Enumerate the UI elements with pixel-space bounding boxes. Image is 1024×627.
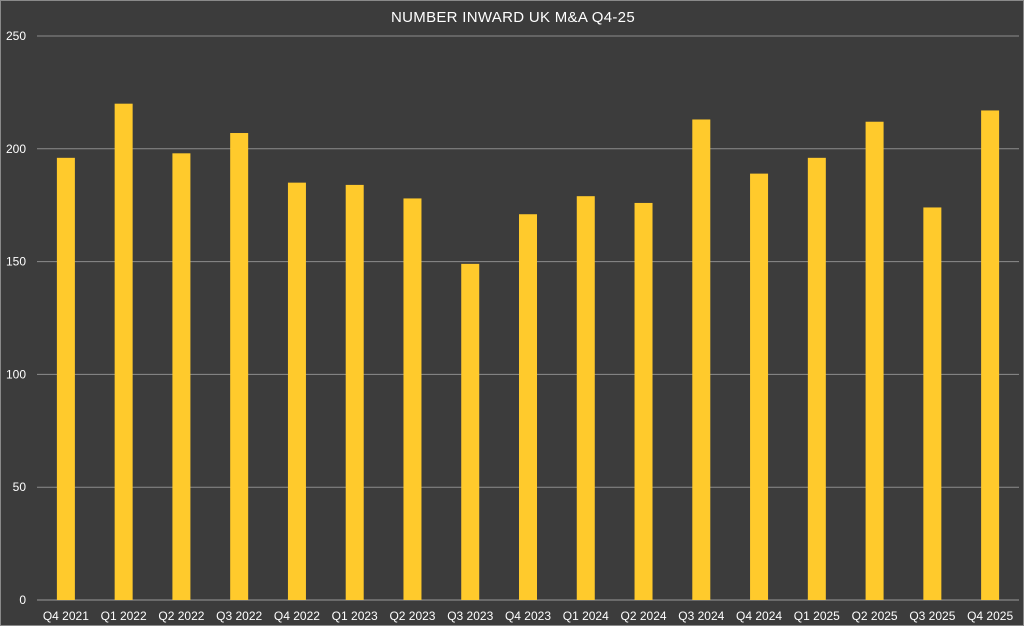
bar — [634, 202, 653, 600]
y-tick-label: 150 — [6, 255, 26, 269]
bar — [576, 196, 595, 600]
bars — [56, 103, 1000, 601]
x-tick-label: Q4 2025 — [967, 609, 1013, 623]
bar — [403, 198, 422, 600]
x-tick-label: Q1 2025 — [794, 609, 840, 623]
x-tick-label: Q1 2023 — [332, 609, 378, 623]
bar — [287, 182, 306, 600]
bar — [807, 157, 826, 600]
y-tick-label: 50 — [13, 480, 27, 494]
x-tick-label: Q2 2022 — [158, 609, 204, 623]
x-tick-label: Q3 2024 — [678, 609, 724, 623]
y-tick-label: 100 — [6, 367, 26, 381]
bar — [923, 207, 942, 600]
x-tick-label: Q1 2024 — [563, 609, 609, 623]
x-tick-label: Q1 2022 — [101, 609, 147, 623]
bar — [56, 157, 75, 600]
y-tick-label: 200 — [6, 142, 26, 156]
x-tick-label: Q3 2023 — [447, 609, 493, 623]
x-tick-label: Q4 2023 — [505, 609, 551, 623]
bar — [230, 133, 249, 600]
bar — [172, 153, 191, 600]
x-axis-ticks: Q4 2021 Q1 2022 Q2 2022 Q3 2022 Q4 2022 Q1 20… — [43, 609, 1014, 623]
bar — [345, 184, 364, 600]
bar — [865, 121, 884, 600]
bar — [692, 119, 711, 601]
bar — [461, 263, 480, 600]
x-tick-label: Q4 2024 — [736, 609, 782, 623]
x-tick-label: Q4 2021 — [43, 609, 89, 623]
x-tick-label: Q2 2025 — [852, 609, 898, 623]
bar — [750, 173, 769, 600]
x-tick-label: Q4 2022 — [274, 609, 320, 623]
x-tick-label: Q2 2023 — [389, 609, 435, 623]
chart-title: NUMBER INWARD UK M&A Q4-25 — [391, 9, 635, 26]
x-tick-label: Q2 2024 — [621, 609, 667, 623]
y-tick-label: 250 — [6, 29, 26, 43]
y-tick-label: 0 — [19, 593, 26, 607]
bar — [114, 103, 133, 601]
bar — [981, 110, 1000, 600]
bar — [519, 214, 537, 600]
x-tick-label: Q3 2025 — [909, 609, 955, 623]
y-axis-ticks: 0 50 100 150 200 250 — [6, 29, 26, 607]
x-tick-label: Q3 2022 — [216, 609, 262, 623]
